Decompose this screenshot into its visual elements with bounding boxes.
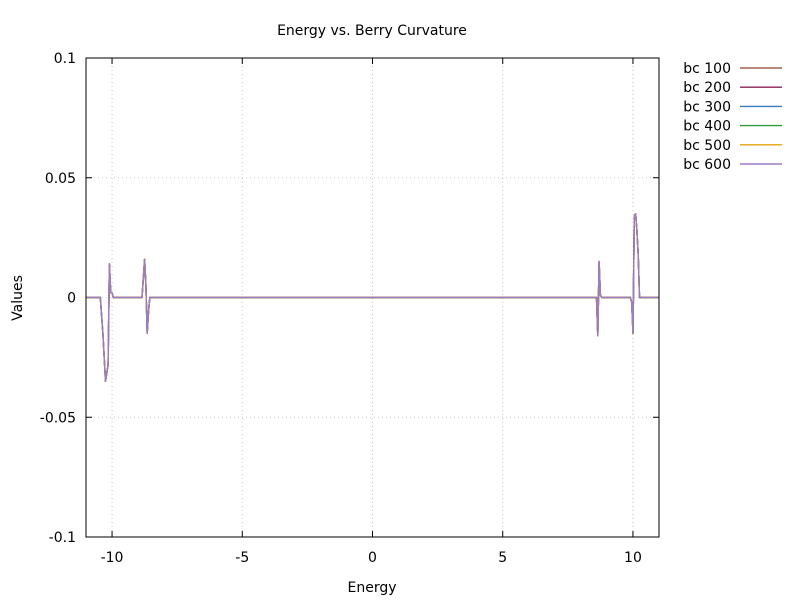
- y-tick-label: 0: [67, 291, 76, 307]
- legend-label: bc 300: [683, 99, 731, 115]
- chart-title: Energy vs. Berry Curvature: [277, 23, 467, 39]
- x-tick-label: 10: [624, 550, 642, 566]
- x-axis-label: Energy: [347, 580, 396, 596]
- legend-label: bc 400: [683, 119, 731, 135]
- y-tick-label: -0.05: [40, 410, 76, 426]
- legend-label: bc 200: [683, 80, 731, 96]
- y-axis-label: Values: [10, 275, 26, 321]
- x-tick-label: 0: [368, 550, 377, 566]
- series-line-bc-600: [86, 212, 659, 382]
- y-tick-label: 0.1: [54, 51, 76, 67]
- legend: bc 100 bc 200 bc 300 bc 400 bc 500 bc 600: [683, 61, 782, 173]
- x-axis: -10 -5 0 5 10: [101, 58, 642, 566]
- plot-area: [86, 212, 659, 382]
- y-axis: -0.1 -0.05 0 0.05 0.1: [40, 51, 659, 546]
- y-tick-label: -0.1: [49, 530, 76, 546]
- y-tick-label: 0.05: [45, 171, 76, 187]
- x-tick-label: -10: [101, 550, 124, 566]
- legend-label: bc 500: [683, 138, 731, 154]
- plot-frame: [85, 57, 660, 538]
- x-tick-label: 5: [498, 550, 507, 566]
- legend-label: bc 600: [683, 157, 731, 173]
- x-tick-label: -5: [235, 550, 249, 566]
- legend-label: bc 100: [683, 61, 731, 77]
